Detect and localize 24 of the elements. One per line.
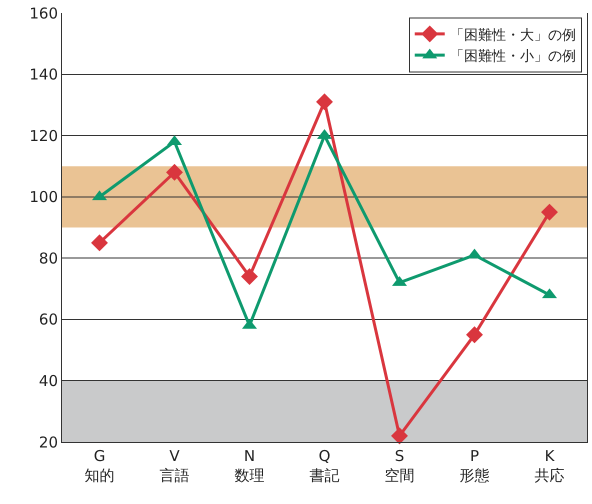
y-tick-label: 80 <box>38 249 58 268</box>
y-tick-label: 20 <box>38 433 58 452</box>
y-tick-label: 40 <box>38 372 58 390</box>
point <box>241 268 258 285</box>
y-tick-label: 60 <box>38 310 58 329</box>
legend-label: 「困難性・大」の例 <box>450 27 576 44</box>
point <box>316 93 333 110</box>
legend-label: 「困難性・小」の例 <box>450 48 576 65</box>
x-tick-label: K 共応 <box>534 447 564 484</box>
point <box>91 234 108 252</box>
y-tick-label: 100 <box>29 188 58 206</box>
point <box>466 326 483 344</box>
x-tick-label: Q 書記 <box>310 447 340 484</box>
point <box>166 164 183 181</box>
y-tick-label: 120 <box>29 126 58 145</box>
x-tick-label: N 数理 <box>234 447 264 484</box>
x-tick-label: V 言語 <box>160 447 190 484</box>
y-tick-label: 140 <box>29 66 58 84</box>
x-tick-label: G 知的 <box>84 447 114 484</box>
x-tick-label: S 空間 <box>384 447 414 484</box>
x-tick-label: P 形態 <box>460 447 490 484</box>
point <box>541 204 558 221</box>
y-tick-label: 160 <box>29 4 58 22</box>
point <box>391 427 408 444</box>
